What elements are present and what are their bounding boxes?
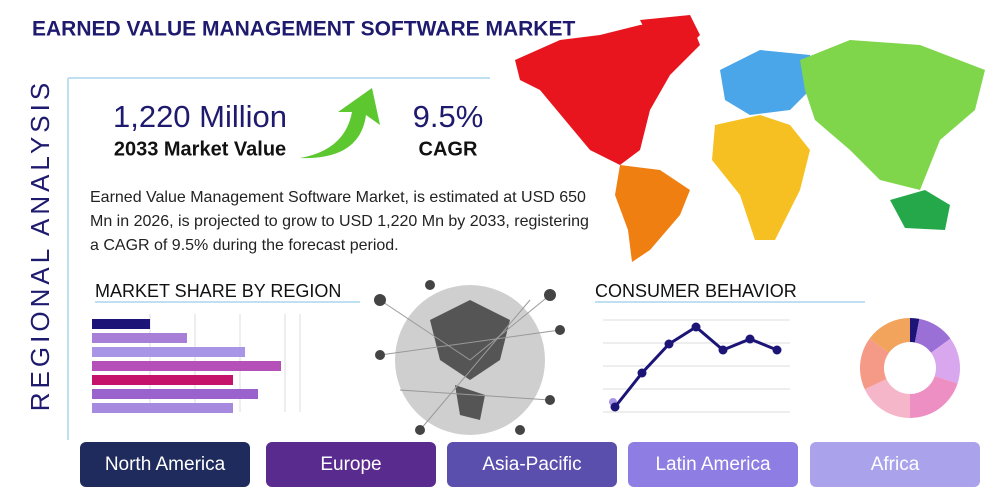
- donut-slice: [910, 376, 958, 418]
- donut-slice: [910, 318, 920, 343]
- region-button[interactable]: [80, 442, 250, 487]
- side-label: REGIONAL ANALYSIS: [25, 79, 55, 411]
- donut-slice: [864, 379, 910, 418]
- bar: [92, 389, 258, 399]
- market-value-caption: 2033 Market Value: [114, 138, 286, 160]
- section-title: CONSUMER BEHAVIOR: [595, 281, 797, 301]
- region-button[interactable]: [810, 442, 980, 487]
- region-label[interactable]: Latin America: [655, 454, 771, 475]
- section-title: MARKET SHARE BY REGION: [95, 281, 341, 301]
- title: EARNED VALUE MANAGEMENT SOFTWARE MARKET: [32, 18, 575, 41]
- region-label[interactable]: Asia-Pacific: [482, 454, 581, 475]
- point: [745, 334, 755, 344]
- region-button[interactable]: [628, 442, 798, 487]
- point: [610, 402, 620, 412]
- region-button[interactable]: [266, 442, 436, 487]
- cagr-caption: CAGR: [419, 138, 478, 160]
- donut-slice: [859, 338, 889, 390]
- line-grid: [603, 319, 790, 413]
- world-map: [515, 15, 985, 262]
- globe: [374, 280, 565, 435]
- point: [637, 368, 647, 378]
- donut-slice: [931, 338, 960, 384]
- frame: [67, 77, 865, 440]
- region-label[interactable]: Europe: [320, 454, 381, 475]
- bar: [92, 333, 187, 343]
- donut-slice: [869, 318, 910, 353]
- bar: [92, 375, 233, 385]
- bar: [92, 347, 245, 357]
- region-label[interactable]: Africa: [871, 454, 920, 475]
- donut-slice: [914, 318, 951, 353]
- point: [691, 322, 701, 332]
- point: [718, 345, 728, 355]
- point: [772, 345, 782, 355]
- growth-arrow: [300, 88, 380, 159]
- bar: [92, 403, 233, 413]
- region-button[interactable]: [447, 442, 617, 487]
- point: [664, 339, 674, 349]
- bar: [92, 319, 150, 329]
- market-value: 1,220 Million: [113, 99, 287, 134]
- description: Earned Value Management Software Market,…: [90, 189, 589, 254]
- region-label[interactable]: North America: [105, 454, 226, 475]
- cagr: 9.5%: [413, 99, 484, 134]
- bar: [92, 361, 281, 371]
